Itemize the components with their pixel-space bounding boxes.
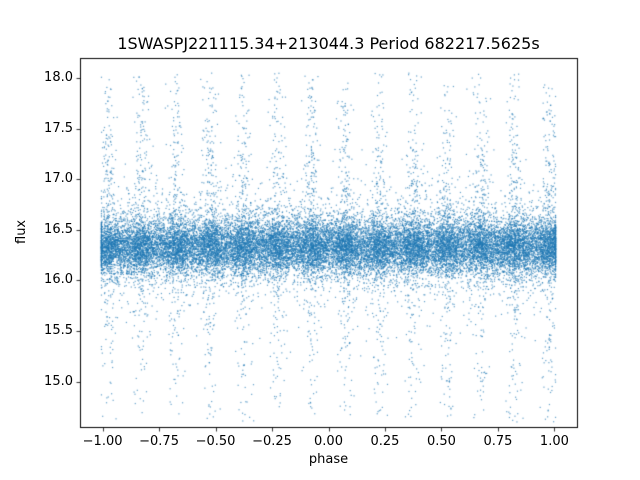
x-tick-label: 0.75: [483, 433, 513, 449]
y-tick-label: 18.0: [44, 70, 73, 86]
x-axis-label: phase: [308, 452, 349, 467]
y-tick-label: 15.5: [44, 322, 73, 338]
x-tick-label: −1.00: [82, 433, 123, 449]
chart-title: 1SWASPJ221115.34+213044.3 Period 682217.…: [117, 34, 540, 53]
y-tick-label: 15.0: [44, 373, 73, 389]
y-tick-label: 17.0: [44, 171, 73, 187]
x-tick-label: 1.00: [539, 433, 569, 449]
x-tick-label: −0.50: [195, 433, 236, 449]
x-tick-label: 0.25: [370, 433, 400, 449]
x-tick-label: −0.75: [139, 433, 179, 449]
y-tick-label: 16.5: [44, 221, 73, 237]
x-tick-label: 0.50: [426, 433, 456, 449]
x-tick-label: −0.25: [252, 433, 292, 449]
y-tick-label: 17.5: [44, 120, 73, 136]
x-tick-label: 0.00: [314, 433, 343, 449]
y-tick-label: 16.0: [44, 272, 73, 288]
